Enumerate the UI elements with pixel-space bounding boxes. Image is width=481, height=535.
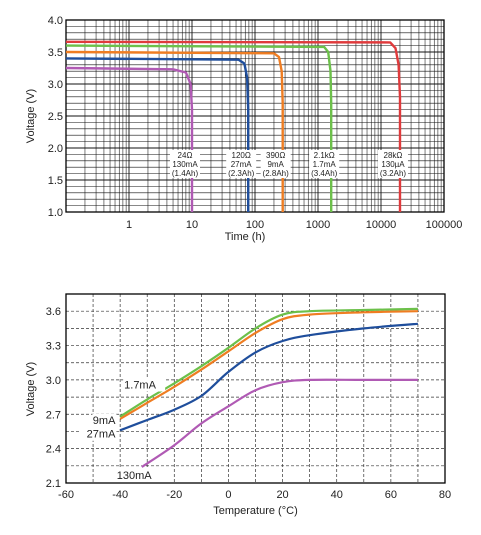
x-tick-label: 1000 [306,219,330,231]
annotation-2-line-2: 27mA [231,160,253,169]
annotation-5-line-2: 130µA [381,160,405,169]
x-tick-label: 20 [276,489,288,501]
x-tick-label: 100 [246,219,264,231]
y-tick-label: 3.0 [48,79,63,91]
annotation-bg [377,150,408,178]
series-label-9mA: 9mA [93,415,116,427]
annotation-3-line-2: 9mA [267,160,284,169]
series-label-27mA: 27mA [87,429,116,441]
y-tick-label: 1.5 [48,175,63,187]
plot-frame [65,293,446,484]
series-label-130mA: 130mA [117,470,153,482]
annotation-bg [309,150,340,178]
y-tick-label: 1.0 [48,207,63,219]
x-tick-label: -60 [58,489,74,501]
y-tick-label: 2.7 [46,409,61,421]
annotation-1-line-1: 24Ω [178,151,193,160]
annotation-bg [226,150,257,178]
discharge-curve-2 [65,57,250,212]
x-tick-label: 1 [126,219,132,231]
annotation-4-line-1: 2.1kΩ [314,151,335,160]
discharge-curve-4 [65,44,333,212]
annotation-4-line-3: (3.4Ah) [311,169,338,178]
y-tick-label: 4.0 [48,15,63,27]
series-label-1.7mA: 1.7mA [124,379,156,391]
y-axis-label: Voltage (V) [25,89,37,143]
y-tick-label: 2.0 [48,143,63,155]
annotation-3-line-3: (2.8Ah) [263,169,290,178]
y-tick-label: 3.5 [48,47,63,59]
x-tick-label: 60 [385,489,397,501]
x-tick-label: -40 [112,489,128,501]
series-label-bg [80,427,117,441]
annotation-1-line-2: 130mA [172,160,198,169]
y-axis-label: Voltage (V) [25,362,37,416]
discharge-curve-1 [65,66,194,212]
y-tick-label: 3.3 [46,341,61,353]
annotation-2-line-3: (2.3Ah) [228,169,255,178]
plot-frame [65,19,445,213]
discharge-curve-5 [65,40,402,212]
x-tick-label: 10 [186,219,198,231]
x-axis-label: Time (h) [225,231,266,243]
annotation-2-line-1: 120Ω [232,151,251,160]
series-label-bg [92,414,117,427]
annotation-4-line-2: 1.7mA [313,160,337,169]
series-label-bg [115,468,158,482]
annotation-1-line-3: (1.4Ah) [172,169,199,178]
annotation-3-line-1: 390Ω [266,151,285,160]
annotation-bg [260,150,291,178]
series-label-bg [123,378,166,392]
y-tick-label: 2.1 [46,478,61,490]
x-axis-label: Temperature (°C) [213,505,297,517]
annotation-bg [170,150,200,178]
x-tick-label: 10000 [366,219,397,231]
y-tick-label: 2.4 [46,444,61,456]
y-tick-label: 3.0 [46,375,61,387]
x-tick-label: 80 [439,489,451,501]
temperature-curve-9mA [119,310,418,420]
temperature-curve-130mA [141,378,418,468]
x-tick-label: 0 [225,489,231,501]
x-tick-label: 100000 [426,219,463,231]
annotation-5-line-3: (3.2Ah) [380,169,407,178]
x-tick-label: -20 [166,489,182,501]
x-tick-label: 40 [331,489,343,501]
y-tick-label: 3.6 [46,306,61,318]
discharge-curve-3 [65,50,284,212]
temperature-curve-27mA [119,322,418,432]
temperature-chart: 1.7mA 9mA 27mA 130mA 2.1 2.4 2.7 3.0 3.3 3.6 -60 -4… [25,293,451,517]
y-tick-label: 2.5 [48,111,63,123]
annotation-5-line-1: 28kΩ [384,151,403,160]
